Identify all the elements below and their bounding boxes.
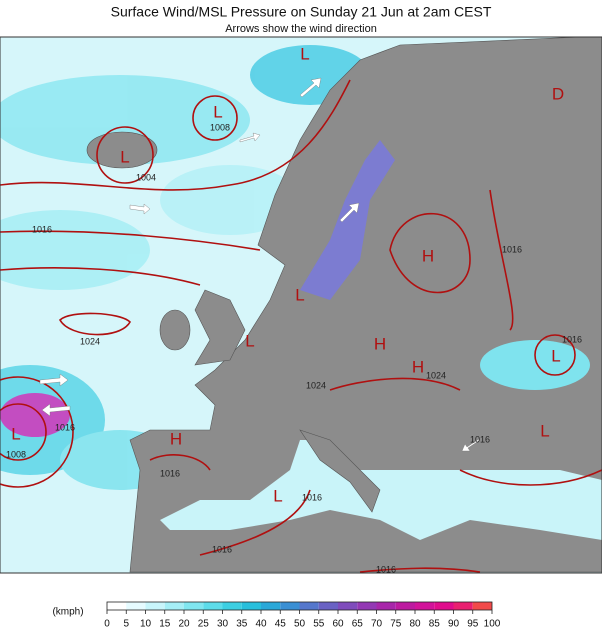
pressure-center: H	[412, 357, 424, 376]
land-iceland	[86, 131, 158, 169]
colorbar-segment	[338, 602, 358, 610]
colorbar-segment	[357, 602, 377, 610]
colorbar-tick-label: 60	[332, 619, 344, 630]
pressure-center: L	[300, 44, 309, 63]
isobar-label: 1016	[160, 468, 180, 478]
subtitle: Arrows show the wind direction	[225, 23, 377, 35]
colorbar-tick-label: 50	[294, 619, 306, 630]
colorbar-tick-label: 40	[255, 619, 267, 630]
colorbar-segment	[107, 602, 127, 610]
pressure-center: D	[552, 84, 564, 103]
colorbar-tick-label: 65	[352, 619, 364, 630]
pressure-center: L	[213, 102, 222, 121]
colorbar-segment	[145, 602, 165, 610]
map-frame	[0, 36, 602, 574]
colorbar-segment	[126, 602, 146, 610]
colorbar-tick-label: 45	[275, 619, 287, 630]
colorbar-segment	[222, 602, 242, 610]
colorbar-segment	[472, 602, 492, 610]
colorbar-tick-label: 100	[484, 619, 501, 630]
colorbar-tick-label: 10	[140, 619, 152, 630]
wind-arrows	[39, 77, 481, 452]
pressure-centers: L L L L H L L H H H L D L L	[11, 44, 564, 505]
land-italy	[299, 429, 381, 513]
colorbar-segment	[318, 602, 338, 610]
black-sea	[480, 340, 590, 390]
colorbar-tick-label: 20	[178, 619, 190, 630]
colorbar: (kmph) 0 5 10 15 20 25 30 35 40 45 50 55 60 65 70 75 80 8…	[52, 601, 501, 630]
colorbar-segment	[415, 602, 435, 610]
colorbar-tick-label: 80	[409, 619, 421, 630]
pressure-center: L	[295, 285, 304, 304]
map: 1008 1004 1016 1024 1008 1016 1024 1016 …	[0, 36, 602, 574]
isobar-label: 1024	[306, 380, 326, 390]
isobar-label: 1016	[32, 224, 52, 234]
colorbar-segment	[261, 602, 281, 610]
colorbar-tick-label: 90	[448, 619, 460, 630]
pressure-center: H	[422, 246, 434, 265]
colorbar-tick-label: 35	[236, 619, 248, 630]
colorbar-tick-label: 5	[123, 619, 129, 630]
isobar-label: 1024	[80, 336, 100, 346]
pressure-center: L	[120, 147, 129, 166]
isobar-label: 1008	[6, 449, 26, 459]
land-britain	[194, 289, 246, 366]
colorbar-segment	[395, 602, 415, 610]
colorbar-tick-label: 85	[429, 619, 441, 630]
colorbar-segment	[453, 602, 473, 610]
colorbar-tick-label: 55	[313, 619, 325, 630]
isobar-label: 1024	[426, 370, 446, 380]
colorbar-segment	[434, 602, 454, 610]
colorbar-segment	[203, 602, 223, 610]
colorbar-tick-label: 95	[467, 619, 479, 630]
isobar-label: 1004	[136, 172, 156, 182]
isobars	[0, 79, 602, 573]
title: Surface Wind/MSL Pressure on Sunday 21 J…	[111, 4, 492, 20]
mediterranean	[160, 440, 602, 540]
isobar-label: 1016	[376, 564, 396, 574]
baltic-sea	[300, 140, 395, 300]
isobar-label: 1016	[302, 492, 322, 502]
colorbar-tick-label: 75	[390, 619, 402, 630]
colorbar-unit: (kmph)	[52, 607, 83, 618]
colorbar-segment	[299, 602, 319, 610]
pressure-center: L	[551, 346, 560, 365]
colorbar-segment	[184, 602, 204, 610]
isobar-label: 1016	[502, 244, 522, 254]
colorbar-segment	[241, 602, 261, 610]
colorbar-tick-label: 0	[104, 619, 110, 630]
colorbar-segment	[376, 602, 396, 610]
pressure-center: L	[540, 421, 549, 440]
pressure-center: H	[170, 429, 182, 448]
isobar-label: 1016	[470, 434, 490, 444]
colorbar-segment	[280, 602, 300, 610]
pressure-center: L	[245, 331, 254, 350]
land-ireland	[159, 309, 191, 351]
colorbar-tick-label: 30	[217, 619, 229, 630]
pressure-center: L	[273, 486, 282, 505]
pressure-center: L	[11, 424, 20, 443]
colorbar-tick-label: 70	[371, 619, 383, 630]
colorbar-tick-label: 25	[198, 619, 210, 630]
isobar-label: 1016	[55, 422, 75, 432]
isobar-label: 1016	[212, 544, 232, 554]
isobar-label: 1008	[210, 122, 230, 132]
colorbar-segment	[164, 602, 184, 610]
isobar-label: 1016	[562, 334, 582, 344]
pressure-center: H	[374, 334, 386, 353]
isobar-labels: 1008 1004 1016 1024 1008 1016 1024 1016 …	[6, 122, 582, 574]
colorbar-tick-label: 15	[159, 619, 171, 630]
